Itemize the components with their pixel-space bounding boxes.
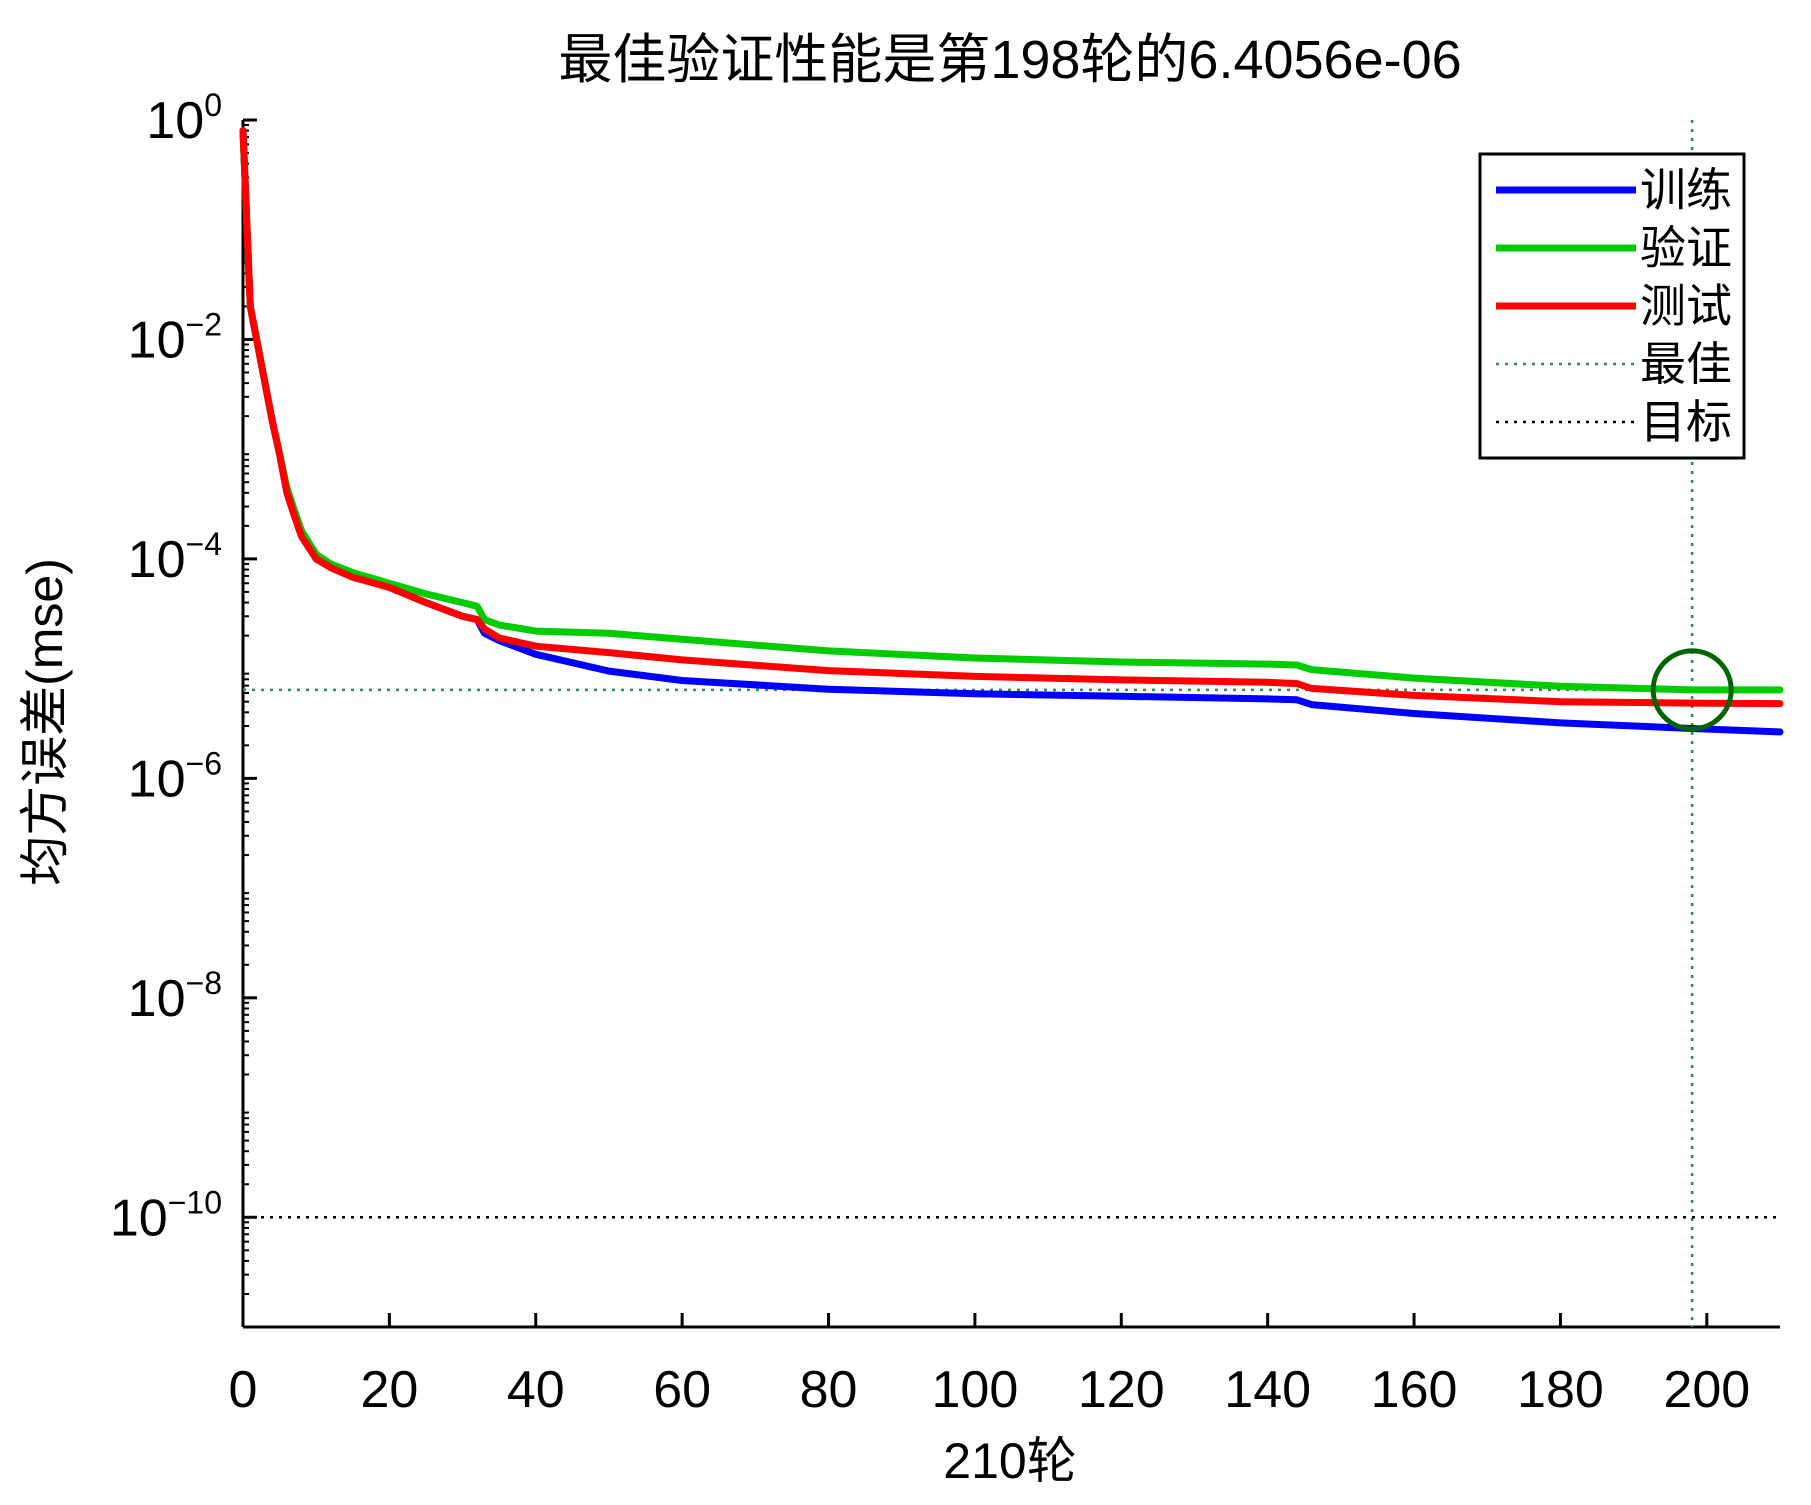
y-tick-label: 100: [146, 87, 222, 150]
y-tick-label: 10−6: [128, 745, 222, 808]
x-tick-label: 180: [1517, 1361, 1604, 1419]
reference-lines: [243, 120, 1780, 1327]
y-tick-exponent: −10: [168, 1184, 222, 1220]
x-axis-label: 210轮: [943, 1433, 1076, 1489]
y-tick-base: 10: [128, 311, 186, 369]
x-tick-label: 100: [932, 1361, 1019, 1419]
y-tick-base: 10: [110, 1189, 168, 1247]
y-tick-label: 10−4: [128, 526, 222, 589]
legend-label-测试: 测试: [1640, 280, 1732, 332]
series-line-测试: [239, 127, 1784, 708]
y-tick-base: 10: [128, 750, 186, 808]
series-lines: [239, 127, 1784, 736]
y-tick-exponent: −4: [186, 526, 222, 562]
x-tick-label: 0: [229, 1361, 258, 1419]
y-tick-base: 10: [146, 92, 204, 150]
x-tick-label: 40: [507, 1361, 565, 1419]
legend-label-目标: 目标: [1640, 396, 1732, 448]
chart-title: 最佳验证性能是第198轮的6.4056e-06: [558, 30, 1461, 90]
x-tick-label: 160: [1371, 1361, 1458, 1419]
x-tick-label: 60: [653, 1361, 711, 1419]
best-point-marker: [1650, 648, 1734, 732]
legend-label-训练: 训练: [1640, 164, 1732, 216]
best-marker-group: [1650, 648, 1734, 732]
y-axis-label: 均方误差(mse): [17, 558, 73, 886]
legend-label-验证: 验证: [1640, 222, 1732, 274]
y-tick-label: 10−2: [128, 306, 222, 369]
y-tick-exponent: −6: [186, 745, 222, 781]
y-tick-exponent: 0: [204, 87, 222, 123]
y-tick-label: 10−8: [128, 965, 222, 1028]
x-tick-label: 200: [1663, 1361, 1750, 1419]
x-tick-label: 140: [1224, 1361, 1311, 1419]
x-tick-label: 80: [800, 1361, 858, 1419]
x-tick-label: 120: [1078, 1361, 1165, 1419]
y-tick-base: 10: [128, 970, 186, 1028]
x-tick-label: 20: [360, 1361, 418, 1419]
y-tick-exponent: −2: [186, 306, 222, 342]
y-tick-exponent: −8: [186, 965, 222, 1001]
x-axis-ticks: 0 20 40 60 80 100 120 140 160 180 200: [229, 1313, 1750, 1419]
y-tick-label: 10−10: [110, 1184, 222, 1247]
y-tick-base: 10: [128, 531, 186, 589]
legend-label-最佳: 最佳: [1640, 338, 1732, 390]
